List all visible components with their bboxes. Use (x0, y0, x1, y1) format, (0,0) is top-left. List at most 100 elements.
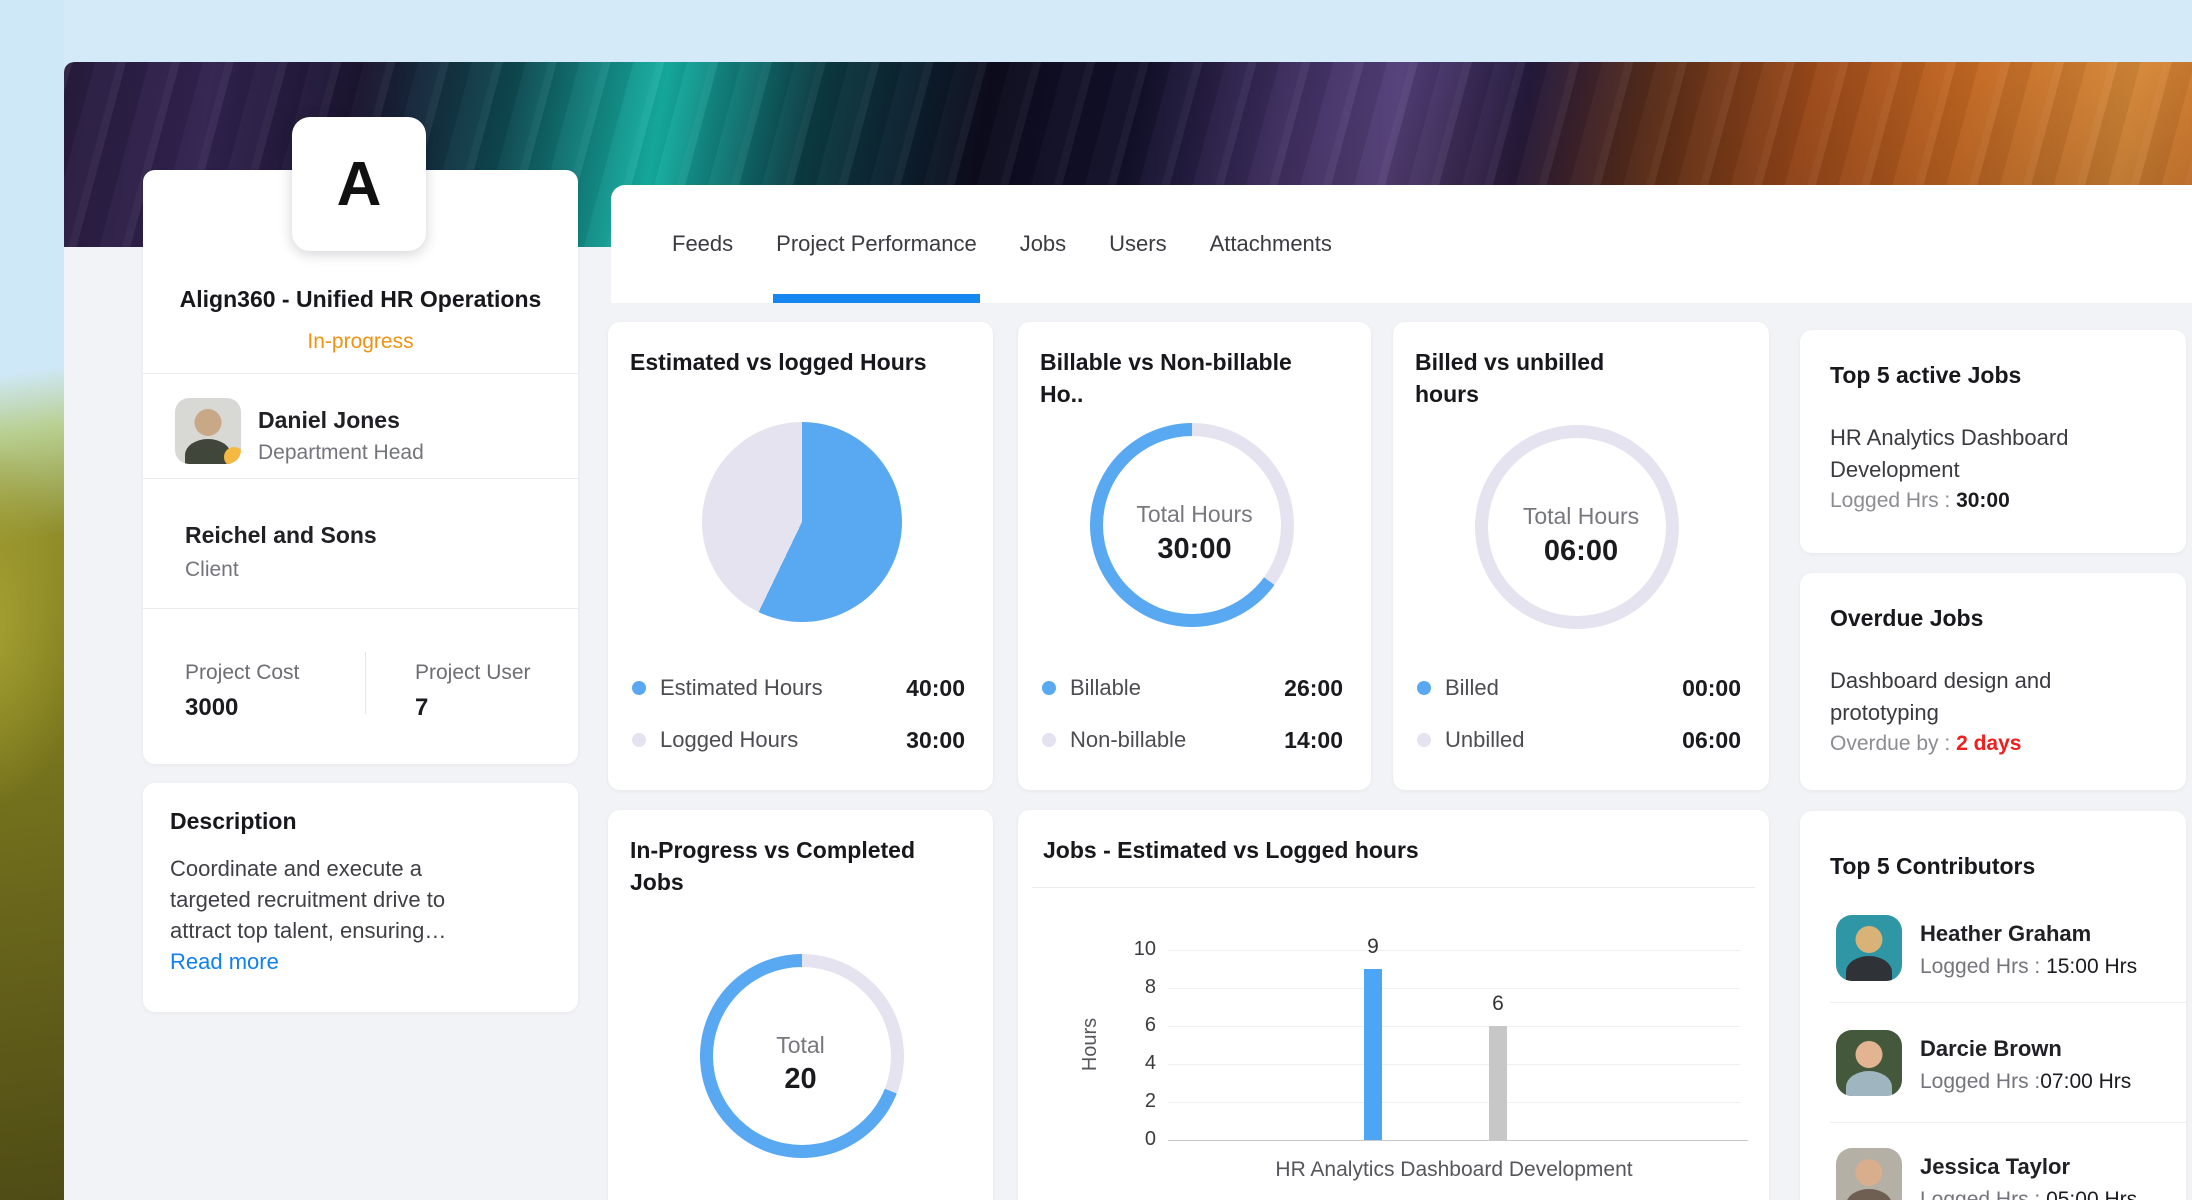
gridline (1168, 1102, 1740, 1103)
legend-billable: Billable 26:00 (1042, 673, 1343, 703)
active-job-logged: Logged Hrs : 30:00 (1830, 489, 2010, 513)
contributor-name: Darcie Brown (1920, 1036, 2062, 1061)
divider (1830, 1122, 2186, 1123)
legend-dot (632, 681, 646, 695)
y-tick: 0 (1144, 1128, 1156, 1150)
avatar-torso (185, 439, 231, 464)
gridline (1168, 988, 1740, 989)
description-title: Description (170, 808, 297, 834)
chart-title: In-Progress vs Completed Jobs (630, 837, 916, 895)
legend-dot (1417, 733, 1431, 747)
billable-vs-nonbillable-card: Billable vs Non-billable Ho.. Total Hour… (1018, 322, 1371, 790)
project-user-stat: Project User 7 (415, 661, 531, 722)
legend-value: 30:00 (906, 726, 965, 753)
logged-label: Logged Hrs : (1920, 1188, 2047, 1200)
donut-center-value: 30:00 (1157, 533, 1232, 565)
legend-value: 00:00 (1682, 674, 1741, 701)
avatar-torso (1846, 956, 1892, 981)
owner-status-dot (224, 447, 241, 464)
project-summary-card: A Align360 - Unified HR Operations In-pr… (143, 117, 578, 764)
legend-billed: Billed 00:00 (1417, 673, 1741, 703)
bar-estimated[interactable] (1364, 969, 1382, 1140)
overdue-job-meta: Overdue by : 2 days (1830, 732, 2021, 756)
owner-name: Daniel Jones (258, 407, 400, 433)
legend-value: 14:00 (1284, 726, 1343, 753)
legend-unbilled: Unbilled 06:00 (1417, 725, 1741, 755)
y-axis-label: Hours (1079, 1017, 1102, 1072)
legend-value: 40:00 (906, 674, 965, 701)
legend-label: Non-billable (1070, 727, 1187, 752)
chart-title: Jobs - Estimated vs Logged hours (1043, 837, 1419, 863)
legend-label: Estimated Hours (660, 675, 823, 700)
donut-center-value: 20 (784, 1063, 817, 1095)
owner-role: Department Head (258, 441, 424, 464)
donut-center-label: Total Hours (1522, 503, 1640, 529)
divider (143, 608, 578, 609)
legend-estimated-hours: Estimated Hours 40:00 (632, 673, 965, 703)
bar-logged[interactable] (1489, 1026, 1507, 1140)
project-user-label: Project User (415, 661, 531, 684)
divider (1032, 887, 1755, 888)
legend-label: Billable (1070, 675, 1141, 700)
legend-dot (1417, 681, 1431, 695)
logged-label: Logged Hrs : (1920, 955, 2047, 978)
avatar-head (1855, 1159, 1883, 1186)
y-tick: 4 (1144, 1052, 1156, 1074)
logged-value: 07:00 Hrs (2040, 1070, 2132, 1093)
overdue-label: Overdue by : (1830, 732, 1957, 755)
jobs-status-donut[interactable] (700, 954, 904, 1158)
estimated-vs-logged-card: Estimated vs logged Hours Estimated Hour… (608, 322, 993, 790)
top-contributors-card: Top 5 Contributors Heather Graham Logged… (1800, 811, 2186, 1200)
legend-value: 26:00 (1284, 674, 1343, 701)
active-job-name[interactable]: HR Analytics Dashboard Development (1830, 425, 2069, 482)
legend-nonbillable: Non-billable 14:00 (1042, 725, 1343, 755)
avatar-head (1855, 926, 1883, 953)
legend-dot (1042, 681, 1056, 695)
read-more-link[interactable]: Read more (170, 949, 279, 974)
tab-project-performance[interactable]: Project Performance (773, 185, 980, 303)
legend-label: Logged Hours (660, 727, 799, 752)
tab-list: Feeds Project Performance Jobs Users Att… (611, 185, 2192, 303)
contributor-logged: Logged Hrs : 15:00 Hrs (1920, 955, 2137, 979)
legend-dot (1042, 733, 1056, 747)
tab-jobs[interactable]: Jobs (1019, 231, 1067, 256)
card-title: Top 5 active Jobs (1830, 362, 2022, 388)
contributor-logged: Logged Hrs :07:00 Hrs (1920, 1070, 2131, 1094)
legend-logged-hours: Logged Hours 30:00 (632, 725, 965, 755)
divider (1830, 1002, 2186, 1003)
estimated-vs-logged-pie[interactable] (702, 422, 902, 622)
top-active-jobs-card: Top 5 active Jobs HR Analytics Dashboard… (1800, 330, 2186, 553)
contributor-name: Heather Graham (1920, 921, 2092, 946)
contributor-logged: Logged Hrs : 05:00 Hrs (1920, 1188, 2137, 1200)
billed-donut[interactable] (1475, 425, 1679, 629)
logged-label: Logged Hrs : (1920, 1070, 2041, 1093)
gridline (1168, 1026, 1740, 1027)
avatar-torso (1846, 1189, 1892, 1200)
project-user-value: 7 (415, 694, 429, 721)
legend-label: Unbilled (1445, 727, 1525, 752)
card-title: Overdue Jobs (1830, 605, 1984, 631)
x-category-label: HR Analytics Dashboard Development (1275, 1158, 1633, 1181)
bar-value-label: 9 (1367, 935, 1379, 958)
contributor-avatar (1836, 915, 1902, 981)
billed-vs-unbilled-card: Billed vs unbilled hours Total Hours 06:… (1393, 322, 1769, 790)
tab-users[interactable]: Users (1109, 231, 1167, 256)
legend-dot (632, 733, 646, 747)
contributor-avatar (1836, 1148, 1902, 1200)
chart-title: Estimated vs logged Hours (630, 349, 927, 375)
logged-label: Logged Hrs : (1830, 489, 1957, 512)
description-text: Coordinate and execute a targeted recrui… (170, 853, 470, 977)
divider (365, 652, 366, 714)
project-cost-value: 3000 (185, 694, 239, 721)
app-window: Feeds Project Performance Jobs Users Att… (64, 62, 2192, 1200)
project-avatar: A (292, 117, 426, 251)
avatar-head (1855, 1041, 1883, 1068)
tab-attachments[interactable]: Attachments (1209, 231, 1332, 256)
overdue-job-name[interactable]: Dashboard design and prototyping (1830, 668, 2052, 725)
tab-feeds[interactable]: Feeds (672, 231, 734, 256)
logged-value: 15:00 Hrs (2046, 955, 2138, 978)
y-tick: 6 (1144, 1014, 1156, 1036)
project-title: Align360 - Unified HR Operations (179, 286, 542, 312)
owner-avatar (175, 398, 241, 464)
billable-donut[interactable] (1090, 423, 1294, 627)
